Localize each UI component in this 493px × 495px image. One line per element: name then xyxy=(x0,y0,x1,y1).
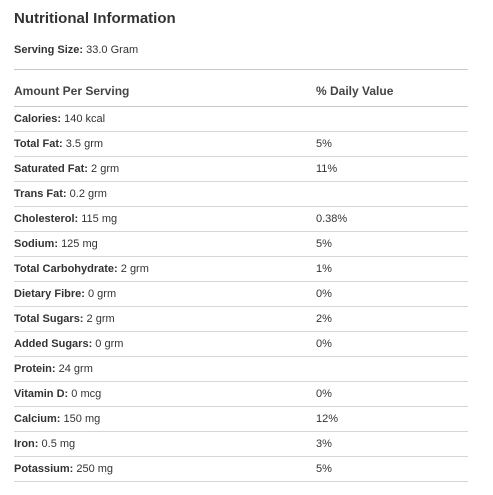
nutrient-name: Trans Fat: xyxy=(14,188,67,200)
serving-size: Serving Size: 33.0 Gram xyxy=(14,44,468,56)
daily-value: 5% xyxy=(316,138,332,150)
daily-value: 1% xyxy=(316,263,332,275)
nutrient-cell: Calcium: 150 mg xyxy=(14,413,316,425)
serving-size-label: Serving Size: xyxy=(14,44,84,56)
table-row: Sodium: 125 mg 5% xyxy=(14,232,468,257)
nutrient-cell: Total Sugars: 2 grm xyxy=(14,313,316,325)
daily-value: 0.38% xyxy=(316,213,348,225)
nutrient-name: Cholesterol: xyxy=(14,213,79,225)
nutrient-name: Potassium: xyxy=(14,463,74,475)
table-row: Total Carbohydrate: 2 grm 1% xyxy=(14,257,468,282)
daily-value: 3% xyxy=(316,438,332,450)
nutrient-cell: Iron: 0.5 mg xyxy=(14,438,316,450)
nutrient-name: Iron: xyxy=(14,438,39,450)
nutrient-name: Total Carbohydrate: xyxy=(14,263,118,275)
nutrient-amount: 2 grm xyxy=(86,313,115,325)
nutrient-cell: Saturated Fat: 2 grm xyxy=(14,163,316,175)
serving-size-value: 33.0 Gram xyxy=(86,44,139,56)
table-row: Cholesterol: 115 mg 0.38% xyxy=(14,207,468,232)
nutrient-amount: 0.2 grm xyxy=(69,188,107,200)
header-daily-value: % Daily Value xyxy=(316,84,394,98)
nutrient-cell: Trans Fat: 0.2 grm xyxy=(14,188,316,200)
nutrient-cell: Cholesterol: 115 mg xyxy=(14,213,316,225)
nutrient-name: Vitamin D: xyxy=(14,388,69,400)
table-row: Protein: 24 grm xyxy=(14,357,468,382)
table-row: Trans Fat: 0.2 grm xyxy=(14,182,468,207)
table-row: Vitamin D: 0 mcg 0% xyxy=(14,382,468,407)
nutrient-amount: 0 grm xyxy=(87,288,117,300)
table-row: Dietary Fibre: 0 grm 0% xyxy=(14,282,468,307)
nutrient-name: Added Sugars: xyxy=(14,338,93,350)
nutrient-cell: Vitamin D: 0 mcg xyxy=(14,388,316,400)
table-row: Total Sugars: 2 grm 2% xyxy=(14,307,468,332)
nutrient-name: Total Fat: xyxy=(14,138,63,150)
nutrient-name: Calories: xyxy=(14,113,62,125)
daily-value: 5% xyxy=(316,463,332,475)
daily-value: 5% xyxy=(316,238,332,250)
nutrient-amount: 2 grm xyxy=(91,163,120,175)
table-header: Amount Per Serving % Daily Value xyxy=(14,70,468,107)
nutrient-name: Sodium: xyxy=(14,238,58,250)
header-amount-per-serving: Amount Per Serving xyxy=(14,84,130,98)
table-row: Potassium: 250 mg 5% xyxy=(14,457,468,482)
nutrient-cell: Dietary Fibre: 0 grm xyxy=(14,288,316,300)
nutrient-cell: Potassium: 250 mg xyxy=(14,463,316,475)
nutrient-amount: 3.5 grm xyxy=(65,138,104,150)
nutrient-name: Protein: xyxy=(14,363,56,375)
daily-value: 12% xyxy=(316,413,339,425)
nutrient-name: Total Sugars: xyxy=(14,313,84,325)
daily-value: 0% xyxy=(316,288,332,300)
nutrient-amount: 250 mg xyxy=(76,463,114,475)
nutrient-amount: 2 grm xyxy=(120,263,149,275)
table-row: Added Sugars: 0 grm 0% xyxy=(14,332,468,357)
nutrient-name: Saturated Fat: xyxy=(14,163,88,175)
daily-value: 0% xyxy=(316,338,332,350)
daily-value: 0% xyxy=(316,388,332,400)
nutrient-amount: 0 mcg xyxy=(71,388,102,400)
daily-value: 11% xyxy=(316,163,338,175)
table-row: Iron: 0.5 mg 3% xyxy=(14,432,468,457)
table-row: Calcium: 150 mg 12% xyxy=(14,407,468,432)
nutrient-amount: 150 mg xyxy=(63,413,101,425)
nutrient-amount: 0 grm xyxy=(95,338,124,350)
nutrient-table: Calories: 140 kcal Total Fat: 3.5 grm 5% Sa… xyxy=(14,107,468,482)
nutrient-cell: Calories: 140 kcal xyxy=(14,113,316,125)
nutrient-name: Dietary Fibre: xyxy=(14,288,85,300)
table-row: Calories: 140 kcal xyxy=(14,107,468,132)
nutrient-cell: Protein: 24 grm xyxy=(14,363,316,375)
nutrient-amount: 115 mg xyxy=(81,213,118,225)
table-row: Total Fat: 3.5 grm 5% xyxy=(14,132,468,157)
daily-value: 2% xyxy=(316,313,332,325)
nutrient-name: Calcium: xyxy=(14,413,61,425)
nutrient-amount: 140 kcal xyxy=(64,113,106,125)
nutrient-amount: 0.5 mg xyxy=(41,438,76,450)
nutrient-amount: 24 grm xyxy=(58,363,93,375)
page-title: Nutritional Information xyxy=(14,10,176,27)
nutrient-cell: Total Carbohydrate: 2 grm xyxy=(14,263,316,275)
nutrition-panel: Nutritional Information Serving Size: 33… xyxy=(14,0,468,482)
table-row: Saturated Fat: 2 grm 11% xyxy=(14,157,468,182)
nutrient-cell: Added Sugars: 0 grm xyxy=(14,338,316,350)
nutrient-cell: Sodium: 125 mg xyxy=(14,238,316,250)
divider xyxy=(14,69,468,70)
nutrient-cell: Total Fat: 3.5 grm xyxy=(14,138,316,150)
nutrient-amount: 125 mg xyxy=(61,238,98,250)
